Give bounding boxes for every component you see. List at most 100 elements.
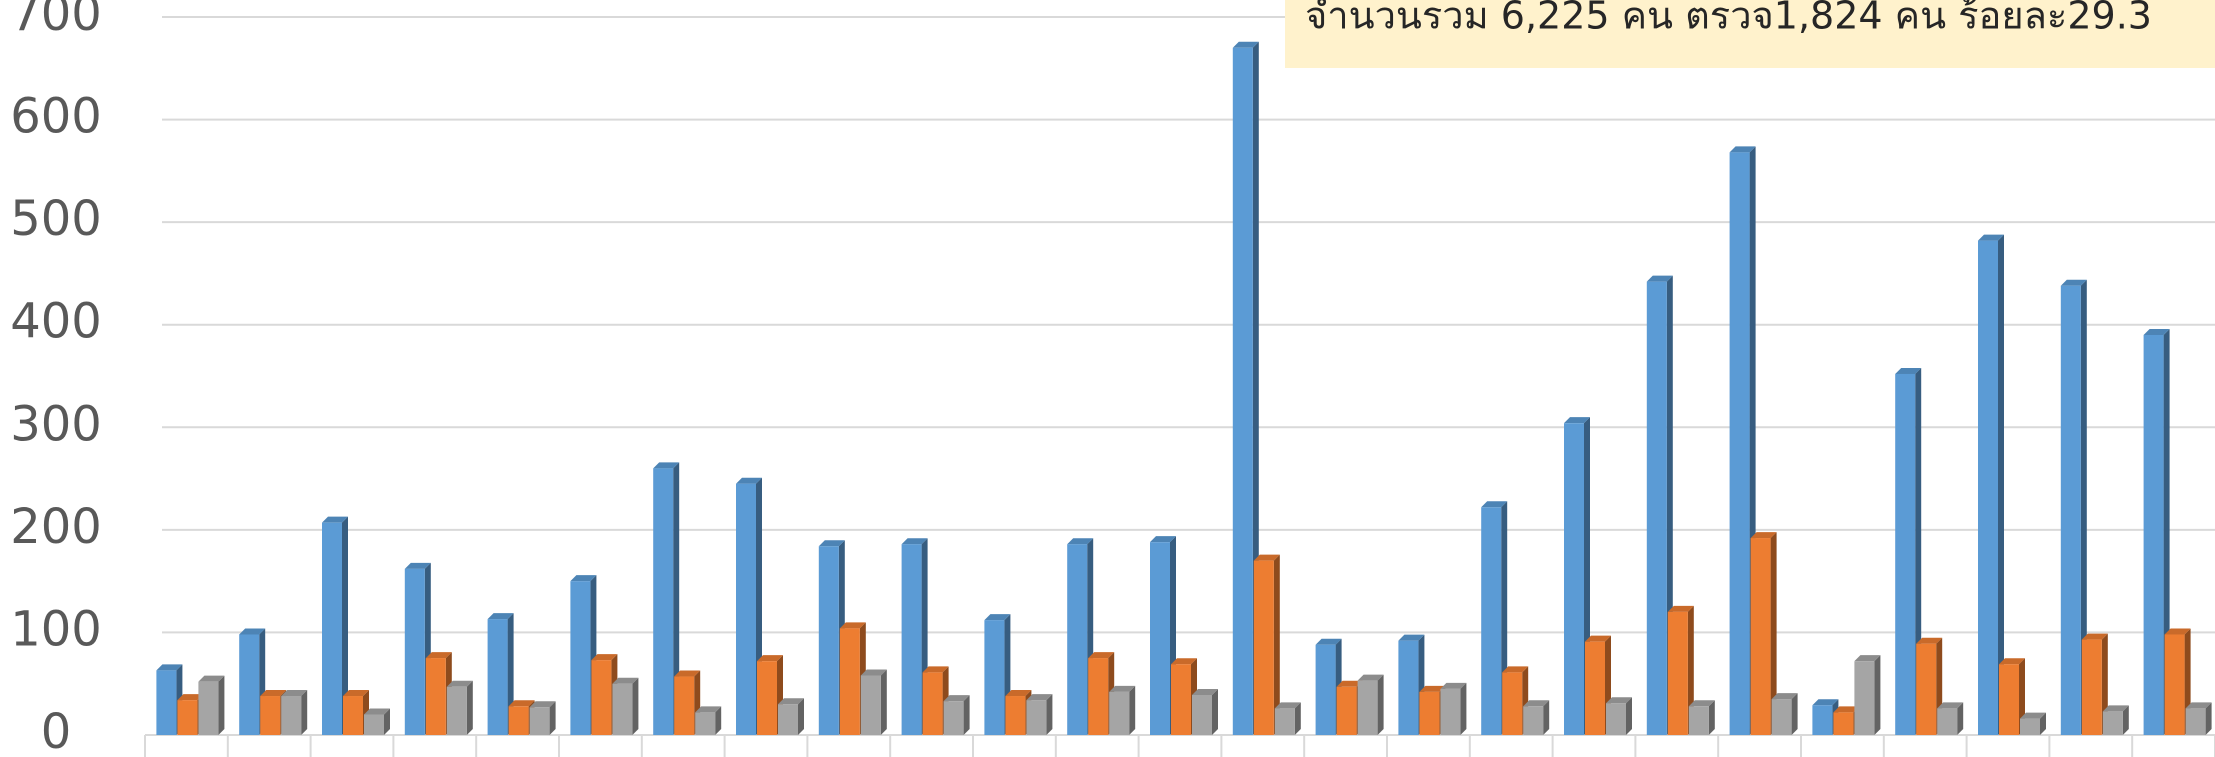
bar-top [1606,697,1632,704]
bar [1688,706,1709,735]
bar [487,619,508,735]
bar-top [757,655,783,662]
bar-side [1543,700,1550,735]
bar-top [1833,706,1860,713]
bar-top [529,701,556,708]
bar [818,546,839,735]
bar [364,714,384,735]
bar-top [818,540,845,547]
bar [198,681,219,735]
bar-side [1460,682,1467,735]
bar-side [1377,674,1384,735]
bar-top [1481,501,1508,508]
bar [1646,281,1667,735]
bar [1606,703,1626,735]
bar-top [1729,146,1756,153]
bar-side [1212,688,1218,735]
bar [446,686,467,735]
bar-top [343,690,369,697]
bar [425,658,446,735]
bar-top [487,613,514,620]
y-tick-label: 200 [10,499,102,555]
bar [1357,680,1378,735]
bar [1937,708,1958,735]
bar-top [839,622,866,629]
y-tick-label: 600 [10,89,102,145]
bar-top [1916,637,1943,644]
bar-top [1771,693,1798,700]
bar-top [404,562,431,569]
bar [839,628,860,735]
bar [612,683,633,735]
bar-top [695,706,722,713]
bar [984,620,1005,735]
bar-top [2102,705,2129,712]
bar-top [2060,279,2087,286]
bar [943,701,964,735]
bar [1833,712,1854,735]
bar-top [1667,605,1694,612]
bar [736,483,756,735]
bar-top [1999,658,2025,665]
bar-top [1005,690,1032,697]
bar-side [880,669,887,735]
bar-side [1874,655,1881,735]
bar-top [591,654,618,661]
bar-top [322,516,348,523]
bar [1419,691,1440,735]
y-tick-label: 400 [10,294,102,350]
bar-side [1129,685,1136,735]
bar-top [2081,633,2108,640]
bar [1481,507,1502,735]
bar-side [1791,693,1798,735]
bar [156,670,177,735]
bar-top [1357,674,1384,681]
bar-top [1978,234,2004,241]
bar [1398,640,1419,735]
bar [529,707,550,735]
bar-side [715,706,722,735]
y-tick-label: 300 [10,396,102,452]
bar-top [1192,688,1218,695]
bar-side [1998,234,2004,735]
bar [1771,699,1792,735]
bar [757,661,777,735]
bar-top [860,669,887,676]
bar-top [2143,328,2170,335]
bar [901,544,922,735]
bar [1916,643,1937,735]
bar [2060,285,2081,735]
bar [1440,688,1461,735]
bar-top [922,666,949,673]
bar-side [384,708,390,735]
bar-top [2020,712,2046,719]
bar-side [2122,705,2129,735]
bar-top [364,708,390,715]
bar-top [612,677,639,684]
bar [1232,47,1253,736]
bar [239,634,260,735]
bar [508,706,529,735]
bar [1005,696,1026,735]
bar-top [239,628,266,635]
bar-side [1708,700,1715,735]
bar-top [674,670,701,677]
bar [1812,705,1833,735]
bar-side [218,675,225,735]
bar [653,468,674,735]
bar-top [198,675,225,682]
bar-top [1150,536,1176,543]
y-tick-label: 100 [10,601,102,657]
bar-top [901,538,928,545]
bar-top [1088,652,1115,659]
bar-side [632,677,639,735]
bar-side [1687,605,1694,735]
bar [2164,634,2185,735]
bar [778,704,798,735]
bar [404,568,425,735]
bar-side [798,698,804,735]
bar-top [446,680,473,687]
bar-top [425,652,452,659]
bar-top [1336,680,1363,687]
bar [1067,544,1088,735]
